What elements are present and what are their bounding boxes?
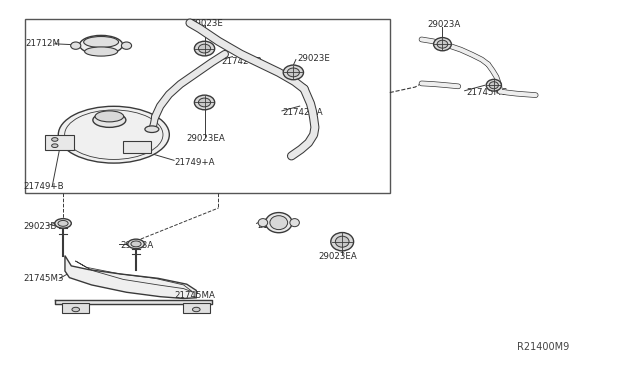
Text: 29023E: 29023E xyxy=(298,54,331,63)
Polygon shape xyxy=(55,299,212,304)
Ellipse shape xyxy=(433,38,451,51)
FancyBboxPatch shape xyxy=(183,303,210,313)
Circle shape xyxy=(72,307,79,312)
Text: 29023B: 29023B xyxy=(23,222,56,231)
Ellipse shape xyxy=(58,106,170,163)
Ellipse shape xyxy=(195,41,214,56)
Text: 21742+B: 21742+B xyxy=(221,57,262,66)
Text: 21710: 21710 xyxy=(258,221,285,230)
Text: 29023A: 29023A xyxy=(428,20,461,29)
Ellipse shape xyxy=(331,232,354,251)
Ellipse shape xyxy=(195,95,214,110)
Text: 21745MA: 21745MA xyxy=(174,291,215,300)
Ellipse shape xyxy=(489,82,499,89)
Ellipse shape xyxy=(266,212,292,233)
Circle shape xyxy=(55,219,71,228)
Ellipse shape xyxy=(145,126,159,132)
Circle shape xyxy=(52,138,58,141)
Ellipse shape xyxy=(198,98,211,107)
Circle shape xyxy=(58,221,68,226)
Text: R21400M9: R21400M9 xyxy=(516,341,569,352)
Ellipse shape xyxy=(84,47,118,56)
Text: 21749+B: 21749+B xyxy=(23,182,64,190)
Ellipse shape xyxy=(486,79,502,91)
FancyBboxPatch shape xyxy=(124,141,151,153)
Ellipse shape xyxy=(70,42,81,49)
Text: 21745MC: 21745MC xyxy=(466,88,507,97)
Ellipse shape xyxy=(79,35,123,54)
Text: 29023E: 29023E xyxy=(190,19,223,28)
Ellipse shape xyxy=(335,236,349,247)
Circle shape xyxy=(128,239,144,248)
Circle shape xyxy=(131,241,141,247)
Ellipse shape xyxy=(284,65,303,80)
Bar xyxy=(25,19,390,193)
Ellipse shape xyxy=(290,219,300,227)
FancyBboxPatch shape xyxy=(45,135,74,150)
Text: 29023A: 29023A xyxy=(120,241,154,250)
Text: 29023EA: 29023EA xyxy=(319,252,358,261)
Circle shape xyxy=(193,307,200,312)
Ellipse shape xyxy=(270,216,287,230)
Text: 21742+A: 21742+A xyxy=(282,108,323,117)
Ellipse shape xyxy=(437,40,448,48)
Ellipse shape xyxy=(122,42,132,49)
Text: 21712M: 21712M xyxy=(25,39,60,48)
Polygon shape xyxy=(65,256,196,298)
Ellipse shape xyxy=(287,68,300,77)
FancyBboxPatch shape xyxy=(63,303,89,313)
Ellipse shape xyxy=(84,36,118,48)
Ellipse shape xyxy=(95,111,124,122)
Circle shape xyxy=(52,144,58,148)
Text: 21749+A: 21749+A xyxy=(174,158,214,167)
Ellipse shape xyxy=(93,113,126,127)
Text: 21745M3: 21745M3 xyxy=(23,274,63,283)
Ellipse shape xyxy=(198,44,211,53)
Ellipse shape xyxy=(258,219,268,227)
Text: 29023EA: 29023EA xyxy=(187,134,225,143)
